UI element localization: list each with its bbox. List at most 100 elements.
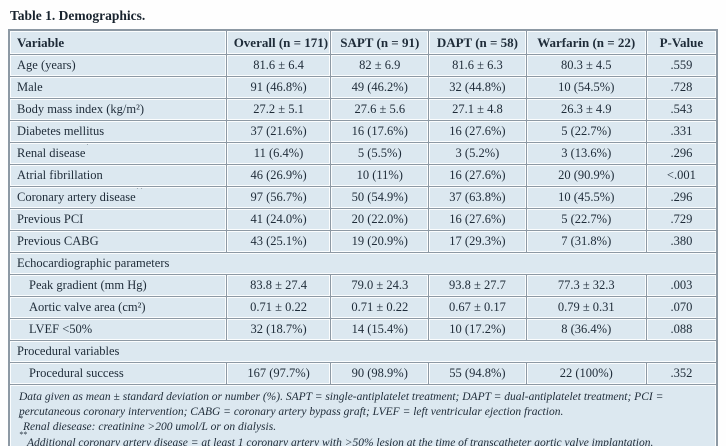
cell-value: 91 (46.8%) bbox=[226, 77, 331, 98]
cell-value: 7 (31.8%) bbox=[526, 231, 646, 252]
table-title: Table 1. Demographics. bbox=[10, 8, 146, 23]
section-header: Procedural variables bbox=[10, 341, 716, 362]
cell-value: 0.67 ± 0.17 bbox=[429, 297, 526, 318]
header-row: Variable Overall (n = 171) SAPT (n = 91) DA… bbox=[10, 31, 716, 54]
cell-value: 3 (13.6%) bbox=[526, 143, 646, 164]
cell-value: .088 bbox=[646, 319, 716, 340]
column-header: DAPT (n = 58) bbox=[429, 31, 526, 54]
row-label: Previous CABG bbox=[10, 231, 226, 252]
cell-value: 32 (18.7%) bbox=[226, 319, 331, 340]
cell-value: 90 (98.9%) bbox=[331, 363, 429, 384]
footnote-marker: ** bbox=[19, 429, 27, 439]
footnote-row: Data given as mean ± standard deviation … bbox=[10, 385, 716, 446]
cell-value: .728 bbox=[646, 77, 716, 98]
table-row: Diabetes mellitus 37 (21.6%) 16 (17.6%) 16 … bbox=[10, 121, 716, 142]
cell-value: 82 ± 6.9 bbox=[331, 55, 429, 76]
cell-value: 0.71 ± 0.22 bbox=[226, 297, 331, 318]
footnote-marker: ** bbox=[135, 187, 144, 193]
cell-value: 27.6 ± 5.6 bbox=[331, 99, 429, 120]
footnote-marker: * bbox=[19, 414, 23, 424]
cell-value: 19 (20.9%) bbox=[331, 231, 429, 252]
cell-value: 167 (97.7%) bbox=[226, 363, 331, 384]
cell-value: 10 (45.5%) bbox=[526, 187, 646, 208]
footnote-line: **Additional coronary artery disease = a… bbox=[19, 429, 654, 446]
column-header: Overall (n = 171) bbox=[226, 31, 331, 54]
cell-value: 27.2 ± 5.1 bbox=[226, 99, 331, 120]
cell-value: 37 (63.8%) bbox=[429, 187, 526, 208]
cell-value: 0.79 ± 0.31 bbox=[526, 297, 646, 318]
cell-value: 81.6 ± 6.4 bbox=[226, 55, 331, 76]
row-label: LVEF <50% bbox=[10, 319, 226, 340]
cell-value: 80.3 ± 4.5 bbox=[526, 55, 646, 76]
row-label: Body mass index (kg/m²) bbox=[10, 99, 226, 120]
cell-value: 11 (6.4%) bbox=[226, 143, 331, 164]
cell-value: 81.6 ± 6.3 bbox=[429, 55, 526, 76]
cell-value: .296 bbox=[646, 187, 716, 208]
cell-value: 83.8 ± 27.4 bbox=[226, 275, 331, 296]
footnote-line: Data given as mean ± standard deviation … bbox=[19, 391, 664, 419]
table-row: Previous CABG 43 (25.1%) 19 (20.9%) 17 (29.… bbox=[10, 231, 716, 252]
cell-value: .070 bbox=[646, 297, 716, 318]
cell-value: 79.0 ± 24.3 bbox=[331, 275, 429, 296]
section-header: Echocardiographic parameters bbox=[10, 253, 716, 274]
table-row: Previous PCI 41 (24.0%) 20 (22.0%) 16 (27.6… bbox=[10, 209, 716, 230]
demographics-table: Variable Overall (n = 171) SAPT (n = 91) DA… bbox=[8, 29, 718, 446]
cell-value: 77.3 ± 32.3 bbox=[526, 275, 646, 296]
row-label: Male bbox=[10, 77, 226, 98]
cell-value: .559 bbox=[646, 55, 716, 76]
cell-value: 20 (22.0%) bbox=[331, 209, 429, 230]
cell-value: 22 (100%) bbox=[526, 363, 646, 384]
cell-value: .003 bbox=[646, 275, 716, 296]
footnote-line: *Renal diesease: creatinine >200 umol/L … bbox=[19, 414, 277, 434]
cell-value: 17 (29.3%) bbox=[429, 231, 526, 252]
cell-value: 8 (36.4%) bbox=[526, 319, 646, 340]
cell-value: 16 (17.6%) bbox=[331, 121, 429, 142]
cell-value: 0.71 ± 0.22 bbox=[331, 297, 429, 318]
table-row: Peak gradient (mm Hg) 83.8 ± 27.4 79.0 ± 2… bbox=[10, 275, 716, 296]
cell-value: 41 (24.0%) bbox=[226, 209, 331, 230]
cell-value: .543 bbox=[646, 99, 716, 120]
column-header: P-Value bbox=[646, 31, 716, 54]
column-header: Warfarin (n = 22) bbox=[526, 31, 646, 54]
footnote-marker: * bbox=[85, 143, 90, 149]
cell-value: 32 (44.8%) bbox=[429, 77, 526, 98]
cell-value: 93.8 ± 27.7 bbox=[429, 275, 526, 296]
cell-value: <.001 bbox=[646, 165, 716, 186]
row-label: Age (years) bbox=[10, 55, 226, 76]
cell-value: 10 (11%) bbox=[331, 165, 429, 186]
table-row: LVEF <50% 32 (18.7%) 14 (15.4%) 10 (17.2%) 8… bbox=[10, 319, 716, 340]
row-label: Atrial fibrillation bbox=[10, 165, 226, 186]
cell-value: 10 (54.5%) bbox=[526, 77, 646, 98]
row-label: Renal disease* bbox=[10, 143, 226, 164]
table-row: Body mass index (kg/m²) 27.2 ± 5.1 27.6 ± … bbox=[10, 99, 716, 120]
row-label: Coronary artery disease** bbox=[10, 187, 226, 208]
cell-value: 10 (17.2%) bbox=[429, 319, 526, 340]
cell-value: 20 (90.9%) bbox=[526, 165, 646, 186]
cell-value: 16 (27.6%) bbox=[429, 209, 526, 230]
cell-value: 16 (27.6%) bbox=[429, 121, 526, 142]
cell-value: .352 bbox=[646, 363, 716, 384]
cell-value: 43 (25.1%) bbox=[226, 231, 331, 252]
row-label: Procedural success bbox=[10, 363, 226, 384]
cell-value: .729 bbox=[646, 209, 716, 230]
cell-value: 14 (15.4%) bbox=[331, 319, 429, 340]
table-footnotes: Data given as mean ± standard deviation … bbox=[10, 385, 716, 446]
section-row: Procedural variables bbox=[10, 341, 716, 362]
row-label: Aortic valve area (cm²) bbox=[10, 297, 226, 318]
table-row: Procedural success 167 (97.7%) 90 (98.9%) 5… bbox=[10, 363, 716, 384]
table-row: Male 91 (46.8%) 49 (46.2%) 32 (44.8%) 10 (54… bbox=[10, 77, 716, 98]
cell-value: 37 (21.6%) bbox=[226, 121, 331, 142]
cell-value: 55 (94.8%) bbox=[429, 363, 526, 384]
row-label: Previous PCI bbox=[10, 209, 226, 230]
section-row: Echocardiographic parameters bbox=[10, 253, 716, 274]
table-row: Coronary artery disease** 97 (56.7%) 50 (5… bbox=[10, 187, 716, 208]
cell-value: .380 bbox=[646, 231, 716, 252]
cell-value: 5 (22.7%) bbox=[526, 209, 646, 230]
cell-value: .296 bbox=[646, 143, 716, 164]
column-header: Variable bbox=[10, 31, 226, 54]
column-header: SAPT (n = 91) bbox=[331, 31, 429, 54]
cell-value: .331 bbox=[646, 121, 716, 142]
cell-value: 46 (26.9%) bbox=[226, 165, 331, 186]
cell-value: 97 (56.7%) bbox=[226, 187, 331, 208]
